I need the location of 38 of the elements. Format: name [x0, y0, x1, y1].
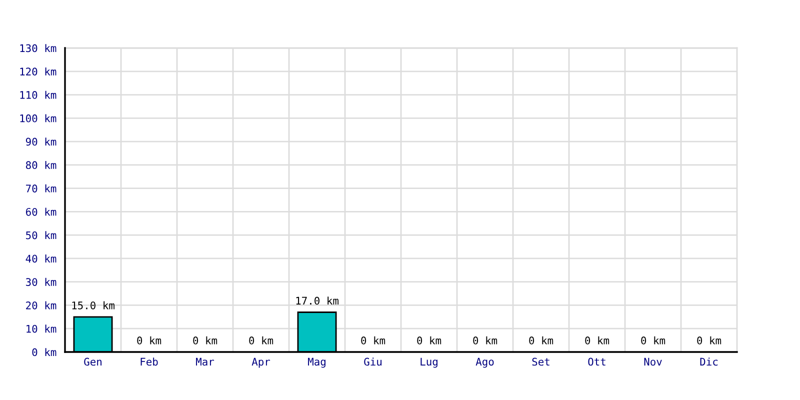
x-tick-label: Apr: [252, 358, 270, 368]
data-label: 0 km: [137, 336, 162, 344]
y-tick-label: 50 km: [26, 231, 56, 240]
x-tick-label: Set: [532, 358, 550, 366]
data-label: 0 km: [193, 336, 218, 344]
data-label: 0 km: [361, 336, 386, 344]
y-tick-label: 80 km: [26, 160, 56, 170]
x-tick-label: Mar: [196, 358, 214, 366]
y-tick-label: 10 km: [26, 324, 56, 333]
x-tick-label: Dic: [700, 358, 718, 366]
data-label: 0 km: [249, 336, 274, 344]
x-tick-label: Ago: [476, 358, 494, 368]
data-label: 17.0 km: [296, 296, 338, 305]
data-label: 0 km: [697, 336, 722, 344]
y-tick-label: 100 km: [20, 114, 56, 122]
data-label: 0 km: [473, 336, 498, 344]
x-tick-label: Giu: [364, 358, 382, 366]
y-tick-label: 70 km: [26, 184, 56, 192]
y-tick-label: 40 km: [26, 254, 56, 263]
x-tick-label: Mag: [308, 358, 326, 368]
data-label: 0 km: [417, 336, 442, 344]
y-tick-label: 120 km: [20, 67, 56, 76]
data-label: 0 km: [529, 336, 554, 344]
y-tick-label: 30 km: [26, 278, 56, 286]
y-tick-label: 60 km: [26, 208, 56, 216]
y-tick-label: 90 km: [26, 138, 56, 146]
y-tick-label: 20 km: [26, 301, 56, 310]
y-tick-label: 130 km: [20, 44, 56, 52]
x-tick-label: Ott: [588, 358, 606, 366]
x-tick-label: Lug: [420, 358, 438, 368]
x-tick-label: Feb: [140, 358, 158, 366]
data-label: 0 km: [641, 336, 666, 344]
x-tick-label: Gen: [84, 358, 102, 366]
data-label: 0 km: [585, 336, 610, 344]
x-tick-label: Nov: [644, 358, 662, 366]
y-tick-label: 0 km: [32, 348, 56, 356]
y-tick-label: 110 km: [20, 90, 56, 99]
data-label: 15.0 km: [72, 301, 114, 310]
